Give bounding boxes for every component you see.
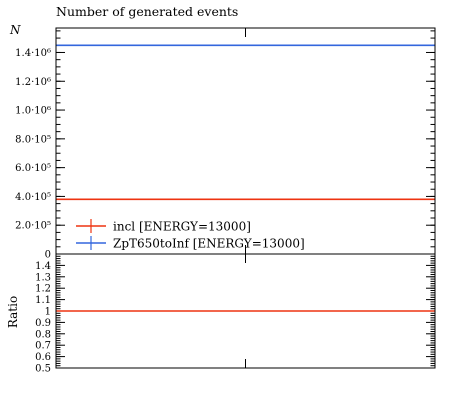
y-tick-label: 1.2·10⁶	[15, 77, 51, 88]
y-tick-label: 0.5	[35, 364, 51, 375]
y-axis-label: N	[9, 23, 21, 37]
main-y-ticks: 0 2.0·10⁵ 4.0·10⁵ 6.0·10⁵ 8.0·10⁵ 1.0·10⁶ 1.2·…	[15, 28, 435, 261]
main-series-group	[56, 44, 435, 201]
y-tick-label: 1.0·10⁶	[15, 106, 51, 117]
y-tick-label: 0.9	[35, 318, 51, 329]
y-tick-label: 1	[45, 307, 51, 318]
y-tick-label: 1.3	[35, 272, 51, 283]
y-tick-label: 4.0·10⁵	[15, 192, 51, 203]
y-tick-label: 1.1	[35, 295, 51, 306]
y-tick-label: 8.0·10⁵	[15, 134, 51, 145]
y-tick-label: 1.2	[35, 284, 51, 295]
legend-label: incl [ENERGY=13000]	[113, 220, 251, 234]
legend: incl [ENERGY=13000] ZpT650toInf [ENERGY=1…	[76, 219, 305, 251]
y-tick-label: 0	[45, 250, 51, 261]
y-tick-label: 2.0·10⁵	[15, 221, 51, 232]
y-tick-label: 1.4	[35, 261, 51, 272]
ratio-y-ticks: 0.50.60.70.80.911.11.21.31.4	[35, 253, 435, 375]
y-tick-label: 1.4·10⁶	[15, 48, 51, 59]
y-tick-label: 0.6	[35, 352, 51, 363]
ratio-plot-frame	[55, 253, 436, 369]
y-tick-label: 0.7	[35, 341, 51, 352]
ratio-axis-label: Ratio	[6, 296, 20, 328]
legend-label: ZpT650toInf [ENERGY=13000]	[113, 237, 305, 251]
y-tick-label: 0.8	[35, 329, 51, 340]
y-tick-label: 6.0·10⁵	[15, 163, 51, 174]
chart-title: Number of generated events	[56, 4, 238, 19]
